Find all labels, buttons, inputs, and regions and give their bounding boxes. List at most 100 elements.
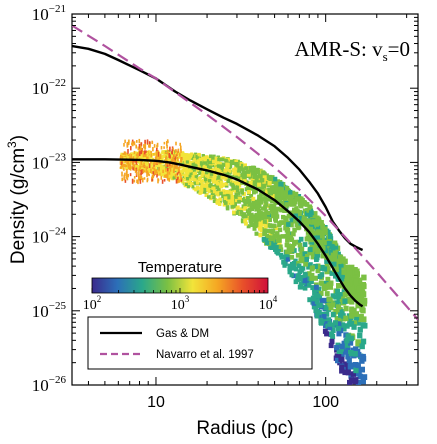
cloud-cell [177, 151, 181, 155]
cloud-cell [166, 141, 168, 146]
cloud-cell [143, 177, 146, 180]
cloud-cell [258, 186, 263, 191]
cloud-cell [123, 163, 126, 167]
cloud-cell [284, 216, 289, 222]
cloud-cell [126, 169, 128, 174]
y-axis-label: Density (g/cm3) [5, 135, 29, 264]
cloud-cell [242, 178, 247, 183]
cloud-cell [257, 224, 262, 229]
cloud-cell [256, 169, 261, 175]
cloud-cell [277, 227, 283, 233]
cloud-cell [349, 313, 355, 319]
cloud-cell [345, 282, 351, 289]
cloud-cell [276, 236, 281, 242]
cloud-cell [259, 180, 264, 185]
cloud-cell [161, 161, 165, 165]
cloud-cell [260, 174, 265, 179]
cloud-cell [150, 160, 152, 164]
cloud-cell [121, 161, 123, 167]
cloud-cell [214, 156, 218, 161]
cloud-cell [131, 178, 134, 184]
cloud-cell [248, 181, 253, 186]
cloud-cell [357, 332, 363, 339]
cloud-cell [338, 273, 344, 280]
cloud-cell [335, 270, 341, 277]
cloud-cell [136, 171, 138, 176]
cloud-cell [140, 160, 142, 166]
cloud-cell [209, 154, 213, 158]
cloud-cell [315, 263, 321, 269]
cloud-cell [347, 379, 353, 385]
cloud-cell [133, 179, 136, 183]
cloud-cell [123, 174, 125, 178]
cloud-cell [163, 146, 165, 149]
cloud-cell [320, 253, 326, 259]
cloud-cell [222, 175, 227, 179]
cloud-cell [304, 222, 309, 228]
series-line-2 [72, 24, 418, 321]
cloud-cell [330, 252, 336, 258]
cloud-cell [292, 227, 297, 233]
cloud-cell [142, 169, 145, 174]
cloud-cell [225, 172, 229, 176]
cloud-cell [284, 185, 290, 191]
cloud-cell [341, 340, 347, 347]
cloud-cell [166, 175, 169, 179]
cloud-cell [263, 214, 268, 219]
cloud-cell [336, 304, 342, 310]
cloud-cell [350, 273, 356, 279]
cloud-cell [184, 165, 188, 169]
cloud-cell [156, 144, 158, 149]
cloud-cell [221, 194, 225, 199]
cloud-cell [160, 146, 163, 150]
cloud-cell [273, 176, 278, 182]
cloud-cell [278, 252, 284, 258]
cloud-cell [281, 184, 287, 190]
cloud-cell [317, 247, 322, 253]
cloud-cell [210, 188, 214, 193]
cloud-cell [163, 141, 166, 145]
cloud-cell [158, 156, 160, 162]
cloud-cell [231, 186, 236, 190]
cloud-cell [121, 166, 124, 169]
cloud-cell [257, 182, 262, 187]
cloud-cell [128, 139, 130, 144]
cloud-cell [322, 305, 328, 311]
cloud-cell [234, 159, 239, 164]
y-tick-label: 10−26 [32, 374, 67, 395]
cloud-cell [203, 187, 207, 192]
cloud-cell [336, 258, 342, 265]
cloud-cell [330, 327, 336, 333]
cloud-cell [309, 279, 314, 285]
cloud-cell [245, 180, 250, 185]
colorbar-tick-label: 103 [171, 294, 190, 313]
cloud-cell [148, 163, 151, 169]
cloud-cell [189, 160, 193, 165]
cloud-cell [279, 255, 284, 260]
cloud-cell [136, 140, 138, 143]
cloud-cell [136, 167, 139, 170]
cloud-cell [242, 198, 247, 203]
cloud-cell [355, 320, 361, 326]
cloud-cell [314, 221, 319, 227]
cloud-cell [259, 200, 264, 205]
plot-frame [71, 13, 419, 386]
cloud-cell [314, 256, 319, 262]
cloud-cell [126, 177, 129, 181]
cloud-cell [353, 377, 359, 383]
cloud-cell [141, 152, 144, 155]
cloud-cell [148, 173, 150, 177]
cloud-cell [143, 154, 147, 157]
cloud-cell [196, 161, 200, 165]
cloud-cell [269, 186, 275, 191]
cloud-cell [165, 165, 169, 169]
cloud-cell [353, 278, 359, 284]
cloud-cell [215, 166, 219, 171]
cloud-cell [212, 189, 217, 194]
cloud-cell [273, 217, 278, 222]
cloud-cell [142, 177, 144, 183]
cloud-cell [264, 238, 269, 243]
cloud-cell [144, 150, 146, 155]
cloud-cell [150, 168, 152, 174]
